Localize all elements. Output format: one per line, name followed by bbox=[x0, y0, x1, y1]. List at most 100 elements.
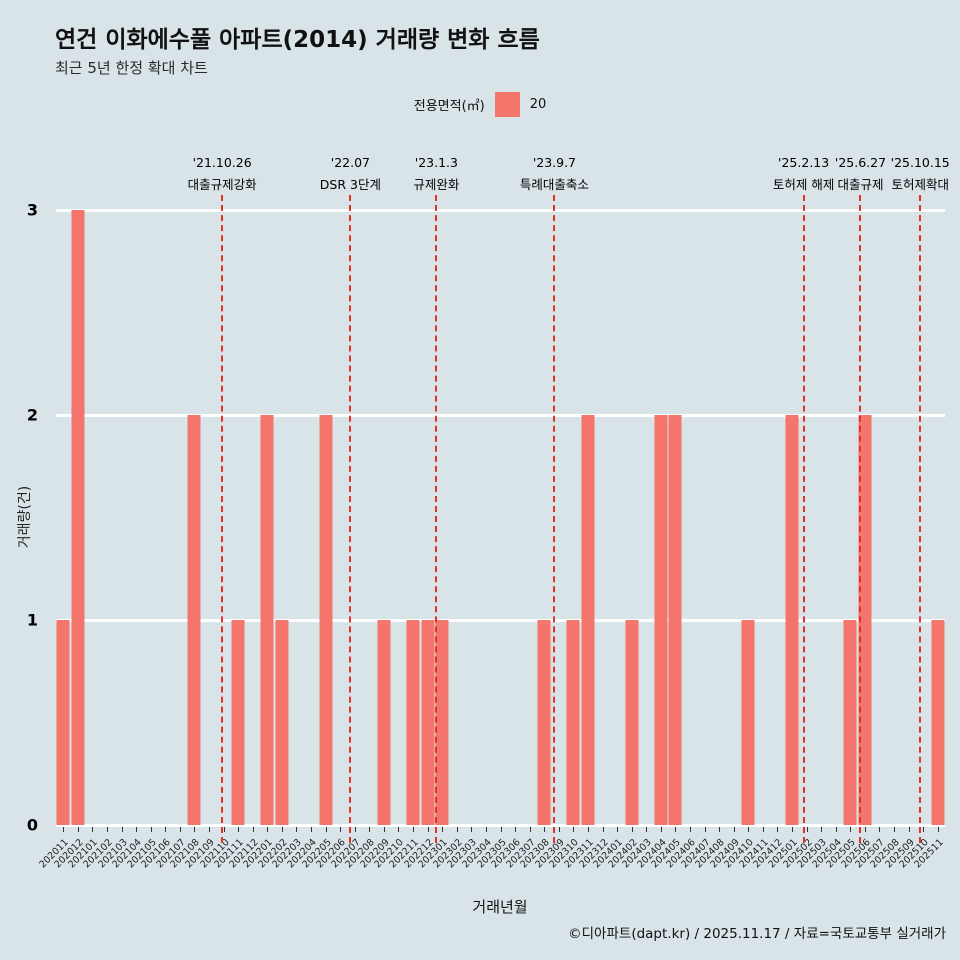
bar-202505[interactable] bbox=[843, 620, 857, 825]
legend-swatch-icon bbox=[494, 92, 520, 117]
x-tick-mark bbox=[850, 826, 852, 832]
chart-title: 연건 이화에수풀 아파트(2014) 거래량 변화 흐름 bbox=[55, 27, 540, 53]
bar-202211[interactable] bbox=[406, 620, 420, 825]
x-tick-mark bbox=[500, 826, 502, 832]
x-tick-mark bbox=[937, 826, 939, 832]
x-tick-mark bbox=[456, 826, 458, 832]
y-tick-label: 1 bbox=[26, 610, 38, 630]
x-tick-mark bbox=[704, 826, 706, 832]
x-tick-mark bbox=[791, 826, 793, 832]
event-name-label: 대출규제 bbox=[837, 177, 884, 192]
x-tick-mark bbox=[646, 826, 648, 832]
y-tick-label: 3 bbox=[26, 200, 38, 220]
bar-202202[interactable] bbox=[275, 620, 289, 825]
bar-202410[interactable] bbox=[741, 620, 755, 825]
bar-202012[interactable] bbox=[71, 210, 85, 825]
bar-202205[interactable] bbox=[319, 415, 333, 825]
x-tick-mark bbox=[442, 826, 444, 832]
x-tick-mark bbox=[821, 826, 823, 832]
event-date-label: '21.10.26 bbox=[192, 155, 252, 170]
x-tick-mark bbox=[427, 826, 429, 832]
x-tick-mark bbox=[398, 826, 400, 832]
bar-202201[interactable] bbox=[260, 415, 274, 825]
legend: 전용면적(㎡) 20 bbox=[0, 92, 960, 117]
y-axis-ticks: 0 1 2 3 bbox=[0, 201, 48, 835]
event-name-label: 특례대출축소 bbox=[519, 177, 589, 192]
x-tick-mark bbox=[136, 826, 138, 832]
x-tick-mark bbox=[92, 826, 94, 832]
bar-202506[interactable] bbox=[858, 415, 872, 825]
x-tick-mark bbox=[748, 826, 750, 832]
x-tick-mark bbox=[617, 826, 619, 832]
x-tick-mark bbox=[558, 826, 560, 832]
x-axis-title: 거래년월 bbox=[472, 898, 528, 916]
event-name-label: 토허제확대 bbox=[891, 177, 949, 192]
x-tick-mark bbox=[121, 826, 123, 832]
x-tick-mark bbox=[879, 826, 881, 832]
x-tick-mark bbox=[179, 826, 181, 832]
x-tick-mark bbox=[806, 826, 808, 832]
legend-item-label: 20 bbox=[529, 97, 547, 112]
x-tick-mark bbox=[675, 826, 677, 832]
x-tick-mark bbox=[719, 826, 721, 832]
bar-202501[interactable] bbox=[785, 415, 799, 825]
bar-202404[interactable] bbox=[654, 415, 668, 825]
x-tick-mark bbox=[864, 826, 866, 832]
x-axis-ticks: 202011 202012 202101 202102 202103 202104 2021… bbox=[38, 826, 945, 912]
x-tick-mark bbox=[150, 826, 152, 832]
x-tick-mark bbox=[602, 826, 604, 832]
x-tick-mark bbox=[733, 826, 735, 832]
bar-202308[interactable] bbox=[537, 620, 551, 825]
x-tick-mark bbox=[209, 826, 211, 832]
x-tick-mark bbox=[354, 826, 356, 832]
gridline bbox=[56, 823, 945, 827]
bar-202212[interactable] bbox=[421, 620, 435, 825]
x-tick-mark bbox=[165, 826, 167, 832]
legend-title: 전용면적(㎡) bbox=[413, 99, 485, 114]
bar-202301[interactable] bbox=[435, 620, 449, 825]
x-tick-mark bbox=[107, 826, 108, 832]
x-tick-mark bbox=[689, 826, 691, 832]
event-date-label: '23.1.3 bbox=[414, 155, 458, 170]
x-tick-mark bbox=[529, 826, 531, 832]
bar-202311[interactable] bbox=[581, 415, 595, 825]
event-date-label: '25.2.13 bbox=[778, 155, 830, 170]
x-tick-mark bbox=[835, 826, 837, 832]
x-tick-mark bbox=[762, 826, 764, 832]
x-tick-mark bbox=[485, 826, 487, 832]
gridline bbox=[56, 208, 945, 212]
x-tick-mark bbox=[223, 826, 225, 832]
x-tick-mark bbox=[296, 826, 298, 832]
x-tick-mark bbox=[325, 826, 327, 832]
x-tick-mark bbox=[908, 826, 910, 832]
bar-202209[interactable] bbox=[377, 620, 391, 825]
event-name-label: 규제완화 bbox=[413, 177, 460, 192]
event-date-label: '22.07 bbox=[330, 155, 370, 170]
bar-202108[interactable] bbox=[187, 415, 201, 825]
x-tick-mark bbox=[515, 826, 517, 832]
gridline bbox=[56, 618, 945, 622]
x-tick-mark bbox=[544, 826, 546, 832]
event-name-label: 토허제 해제 bbox=[772, 177, 835, 192]
x-tick-mark bbox=[281, 826, 283, 832]
x-tick-mark bbox=[340, 826, 342, 832]
x-tick-mark bbox=[631, 826, 633, 832]
x-tick-mark bbox=[413, 826, 415, 832]
x-tick-mark bbox=[777, 826, 779, 832]
bar-202511[interactable] bbox=[931, 620, 945, 825]
event-date-label: '25.10.15 bbox=[890, 155, 950, 170]
x-tick-mark bbox=[311, 826, 313, 832]
bar-202405[interactable] bbox=[668, 415, 682, 825]
chart-subtitle: 최근 5년 한정 확대 차트 bbox=[55, 59, 208, 77]
x-tick-mark bbox=[383, 826, 385, 832]
x-tick-mark bbox=[77, 826, 79, 832]
bar-202111[interactable] bbox=[231, 620, 245, 825]
bar-202402[interactable] bbox=[625, 620, 639, 825]
y-tick-label: 0 bbox=[26, 815, 38, 835]
footer-credit: ©디아파트(dapt.kr) / 2025.11.17 / 자료=국토교통부 실… bbox=[568, 926, 946, 942]
bar-202011[interactable] bbox=[56, 620, 70, 825]
x-tick-mark bbox=[267, 826, 269, 832]
bar-202310[interactable] bbox=[566, 620, 580, 825]
plot-area bbox=[56, 208, 945, 827]
x-tick-mark bbox=[587, 826, 589, 832]
